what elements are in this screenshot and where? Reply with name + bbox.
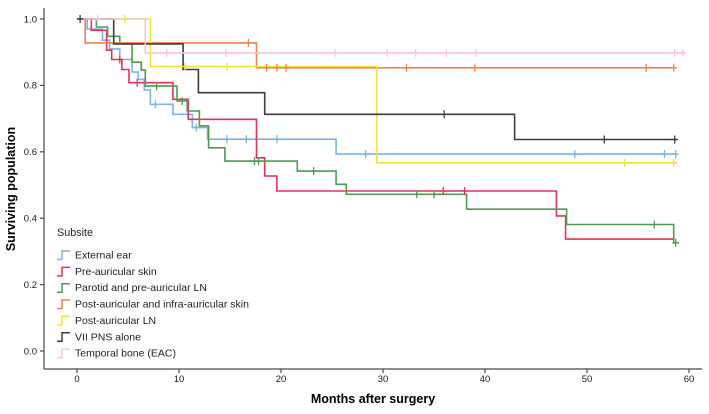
censor-mark-post-auricular-and-infra-auricular-skin: [670, 63, 677, 72]
censor-mark-external-ear: [672, 150, 679, 159]
censor-mark-parotid-and-pre-auricular-ln: [672, 238, 679, 247]
censor-mark-temporal-bone-eac: [412, 48, 419, 57]
censor-mark-external-ear: [273, 135, 281, 144]
curve-pre-auricular-skin: [77, 18, 674, 240]
x-tick-label: 30: [378, 374, 389, 385]
censor-mark-pre-auricular-skin: [439, 187, 447, 195]
censor-mark-post-auricular-ln: [670, 158, 677, 167]
y-axis-title: Surviving population: [4, 127, 18, 251]
censor-mark-post-auricular-ln: [121, 15, 129, 23]
censor-mark-post-auricular-and-infra-auricular-skin: [471, 63, 479, 72]
legend-item: Temporal bone (EAC): [57, 348, 176, 360]
censor-mark-external-ear: [661, 150, 668, 159]
legend-item-label: Parotid and pre-auricular LN: [75, 282, 207, 294]
legend-swatch-icon: [57, 299, 70, 310]
censor-mark-external-ear: [243, 135, 250, 144]
censor-mark-parotid-and-pre-auricular-ln: [310, 167, 317, 176]
legend-items: External ear Pre-auricular skin Parotid an…: [57, 250, 249, 360]
censor-mark-parotid-and-pre-auricular-ln: [153, 82, 160, 91]
censor-mark-temporal-bone-eac: [671, 48, 678, 57]
legend-item-label: Temporal bone (EAC): [75, 348, 176, 360]
y-tick-label: 0.8: [24, 81, 37, 92]
censor-mark-pre-auricular-skin: [116, 55, 124, 64]
censor-mark-vii-pns-alone: [440, 110, 448, 119]
legend-item-label: External ear: [75, 250, 132, 262]
censor-mark-vii-pns-alone: [76, 15, 84, 23]
censor-mark-parotid-and-pre-auricular-ln: [178, 97, 186, 105]
x-tick-label: 60: [684, 374, 695, 385]
censor-mark-vii-pns-alone: [601, 135, 608, 144]
censor-mark-pre-auricular-skin: [461, 187, 468, 195]
censor-mark-parotid-and-pre-auricular-ln: [651, 220, 658, 229]
x-tick-label: 20: [276, 374, 287, 385]
censor-mark-post-auricular-and-infra-auricular-skin: [642, 63, 650, 72]
censor-mark-temporal-bone-eac: [94, 15, 101, 23]
censor-mark-temporal-bone-eac: [222, 48, 230, 57]
censor-mark-post-auricular-and-infra-auricular-skin: [273, 63, 281, 72]
legend-item-label: Pre-auricular skin: [75, 266, 157, 278]
censor-mark-external-ear: [571, 150, 579, 159]
legend-item-label: Post-auricular LN: [75, 315, 156, 327]
legend-item: Pre-auricular skin: [57, 266, 157, 278]
x-tick-label: 40: [480, 374, 491, 385]
x-axis-title: Months after surgery: [311, 392, 435, 406]
censor-mark-external-ear: [362, 150, 369, 159]
censor-mark-post-auricular-and-infra-auricular-skin: [263, 63, 270, 72]
censor-mark-post-auricular-and-infra-auricular-skin: [403, 63, 410, 72]
legend-swatch-icon: [57, 250, 70, 261]
censor-mark-external-ear: [152, 100, 159, 109]
censor-mark-parotid-and-pre-auricular-ln: [430, 190, 438, 199]
censor-mark-temporal-bone-eac: [472, 48, 480, 57]
legend-title: Subsite: [57, 227, 93, 239]
x-tick-label: 0: [74, 374, 79, 385]
curve-temporal-bone-eac: [77, 18, 686, 54]
censor-mark-post-auricular-and-infra-auricular-skin: [282, 63, 290, 72]
legend-swatch-icon: [57, 332, 70, 342]
legend-item-label: VII PNS alone: [75, 331, 141, 343]
x-tick-label: 10: [174, 374, 185, 385]
censor-mark-pre-auricular-skin: [133, 78, 141, 87]
censor-mark-post-auricular-and-infra-auricular-skin: [245, 38, 252, 47]
curve-post-auricular-ln: [77, 18, 677, 164]
censor-mark-post-auricular-ln: [181, 62, 189, 71]
legend-item-label: Post-auricular and infra-auricular skin: [75, 299, 249, 311]
censor-mark-post-auricular-ln: [223, 62, 231, 71]
axes: [43, 8, 702, 370]
censor-mark-external-ear: [193, 123, 200, 132]
censor-mark-parotid-and-pre-auricular-ln: [413, 190, 420, 199]
censor-mark-vii-pns-alone: [671, 135, 678, 144]
legend-swatch-icon: [57, 282, 70, 293]
censor-marks: [76, 15, 687, 247]
legend-item: Post-auricular LN: [57, 315, 156, 327]
curve-external-ear: [77, 18, 677, 155]
y-tick-label: 1.0: [24, 14, 37, 25]
censor-mark-external-ear: [223, 135, 231, 144]
censor-mark-temporal-bone-eac: [383, 48, 391, 57]
x-tick-label: 50: [582, 374, 593, 385]
legend-swatch-icon: [57, 348, 70, 359]
censor-mark-temporal-bone-eac: [163, 48, 171, 57]
legend-swatch-icon: [57, 315, 70, 326]
curve-vii-pns-alone: [77, 18, 677, 141]
legend-item: VII PNS alone: [57, 331, 141, 343]
legend-item: Parotid and pre-auricular LN: [57, 282, 207, 294]
censor-mark-temporal-bone-eac: [679, 48, 687, 57]
censor-mark-parotid-and-pre-auricular-ln: [255, 157, 262, 166]
axis-ticks: 0 10 20 30 40 50 60 0.0 0.2 0.4 0.6 0.8 1.0: [24, 14, 695, 385]
legend-swatch-icon: [57, 266, 70, 277]
censor-mark-post-auricular-ln: [621, 158, 628, 167]
y-tick-label: 0.6: [24, 147, 37, 158]
legend-item: External ear: [57, 250, 132, 262]
censor-mark-temporal-bone-eac: [442, 48, 450, 57]
legend: Subsite External ear Pre-auricular skin Pa…: [57, 227, 249, 360]
legend-item: Post-auricular and infra-auricular skin: [57, 299, 249, 311]
y-tick-label: 0.2: [24, 280, 37, 291]
y-tick-label: 0.0: [24, 346, 37, 357]
y-tick-label: 0.4: [24, 214, 37, 225]
censor-mark-temporal-bone-eac: [331, 48, 339, 57]
